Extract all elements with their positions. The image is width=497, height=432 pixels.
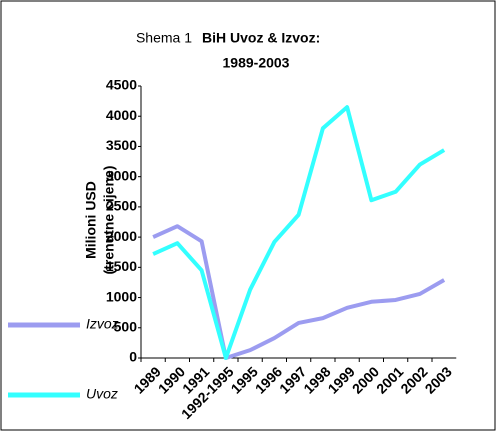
- chart-subtitle: 1989-2003: [223, 55, 290, 71]
- chart-title: BiH Uvoz & Izvoz:: [202, 30, 320, 46]
- y-axis-label: Milioni USD: [83, 181, 99, 259]
- chart-title-prefix: Shema 1: [136, 30, 192, 46]
- y-tick-label: 1000: [106, 288, 137, 304]
- line-series: [152, 105, 446, 360]
- line-series: [152, 224, 446, 360]
- y-tick-label: 4000: [106, 107, 137, 123]
- y-tick-label: 500: [114, 318, 138, 334]
- y-tick-label: 4500: [106, 77, 137, 93]
- legend-label: Uvoz: [86, 386, 118, 402]
- y-tick-label: 1500: [106, 258, 137, 274]
- y-tick-label: 0: [129, 349, 137, 365]
- y-tick-label: 3500: [106, 137, 137, 153]
- y-tick-label: 2000: [106, 228, 137, 244]
- y-axis-label-note: (trenutne cijene): [101, 166, 117, 275]
- y-tick-label: 2500: [106, 198, 137, 214]
- legend-label: Izvoz: [86, 316, 119, 332]
- y-tick-label: 3000: [106, 167, 137, 183]
